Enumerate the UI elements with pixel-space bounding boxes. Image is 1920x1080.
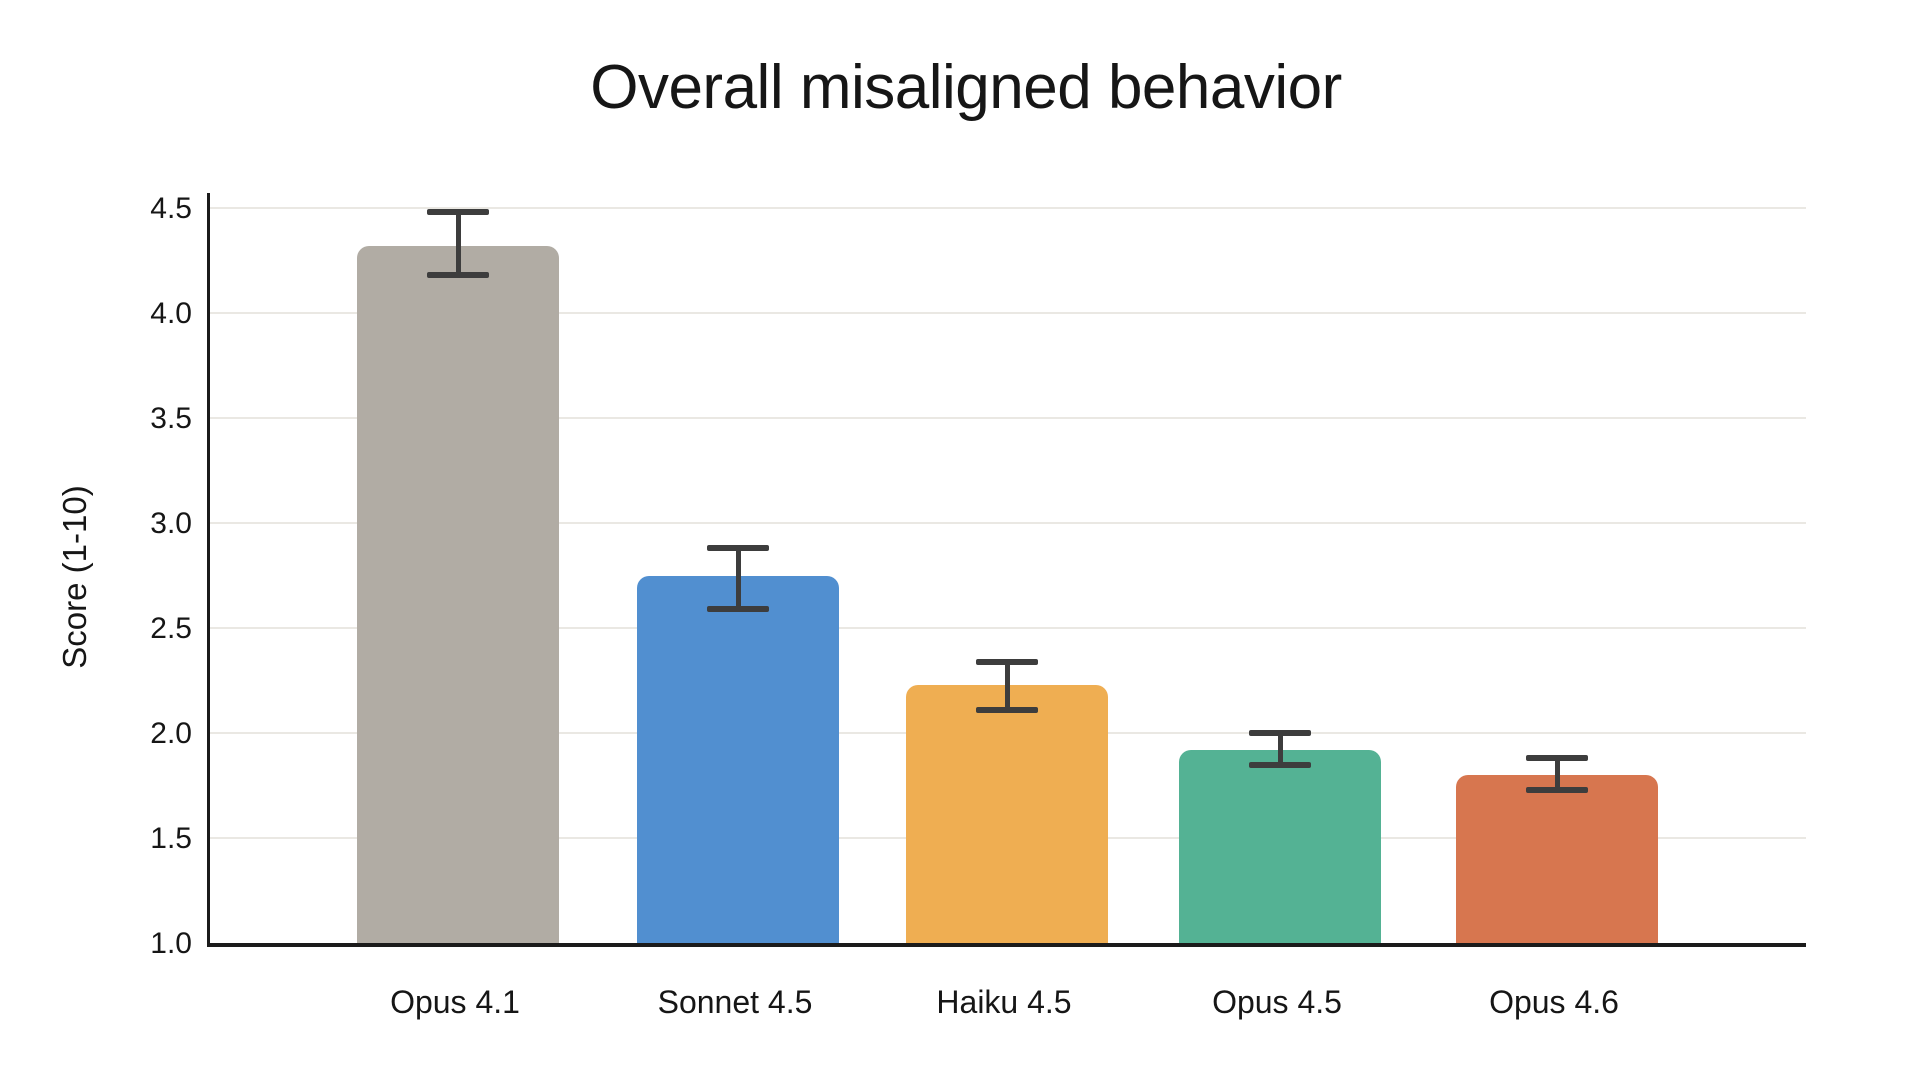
error-bar-opus-4-1 [455,212,461,276]
y-tick-label: 1.0 [150,927,192,960]
error-bar-cap [1249,761,1311,768]
y-tick-label: 3.0 [150,507,192,540]
gridline [210,627,1806,629]
gridline [210,207,1806,209]
gridline [210,312,1806,314]
x-category-label-opus-4-6: Opus 4.6 [1489,984,1619,1020]
error-bar-cap [976,706,1038,713]
error-bar-cap [707,545,769,552]
y-tick-label: 4.0 [150,297,192,330]
error-bar-opus-4-6 [1554,758,1560,790]
x-category-label-haiku-4-5: Haiku 4.5 [936,984,1072,1020]
bar-opus-4-6 [1456,775,1658,943]
bar-sonnet-4-5 [637,575,839,943]
bar-haiku-4-5 [906,684,1108,943]
error-bar-cap [1526,786,1588,793]
y-tick-label: 1.5 [150,822,192,855]
bar-opus-4-5 [1179,749,1381,943]
y-tick-label: 3.5 [150,402,192,435]
gridline [210,417,1806,419]
bar-opus-4-1 [357,245,559,943]
x-category-label-opus-4-5: Opus 4.5 [1212,984,1342,1020]
y-tick-label: 2.5 [150,612,192,645]
gridline [210,522,1806,524]
y-tick-label: 2.0 [150,717,192,750]
x-category-label-sonnet-4-5: Sonnet 4.5 [657,984,813,1020]
error-bar-sonnet-4-5 [735,548,741,610]
error-bar-haiku-4-5 [1004,661,1010,710]
error-bar-cap [1249,730,1311,736]
plot-area [207,193,1806,947]
error-bar-cap [427,209,489,216]
error-bar-opus-4-5 [1277,733,1283,765]
y-tick-label: 4.5 [150,192,192,225]
error-bar-cap [707,606,769,613]
error-bar-cap [976,658,1038,665]
chart-title: Overall misaligned behavior [590,53,1342,122]
x-category-label-opus-4-1: Opus 4.1 [390,984,520,1020]
error-bar-cap [1526,755,1588,762]
error-bar-cap [427,272,489,279]
